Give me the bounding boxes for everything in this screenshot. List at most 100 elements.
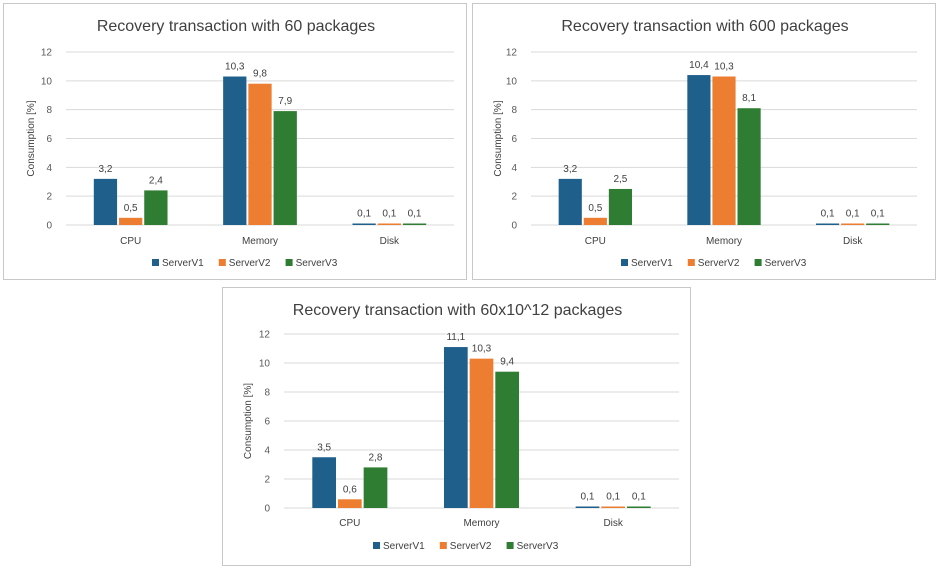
chart-title: Recovery transaction with 600 packages (561, 18, 848, 35)
data-label: 2,5 (613, 174, 627, 185)
x-category-label: Memory (706, 236, 742, 247)
chart-title: Recovery transaction with 60 packages (97, 18, 375, 35)
data-label: 10,3 (714, 62, 734, 73)
chart-panel-60: Recovery transaction with 60 packages 0 2 4… (3, 3, 467, 280)
data-label: 11,1 (446, 332, 465, 343)
bar-serverv3-cpu (608, 188, 633, 225)
data-label: 0,1 (382, 209, 396, 220)
x-category-label: Memory (463, 518, 499, 529)
legend-label: ServerV1 (162, 258, 204, 269)
bar-serverv1-memory (443, 347, 468, 508)
x-category-label: Disk (603, 518, 623, 529)
bar-serverv1-memory (687, 75, 711, 225)
y-tick-label: 10 (259, 359, 271, 370)
legend-swatch (754, 259, 762, 266)
legend-swatch (506, 542, 514, 549)
bar-serverv3-disk (626, 506, 651, 508)
data-label: 2,4 (149, 175, 163, 186)
bar-serverv3-memory (737, 108, 761, 225)
x-category-label: Disk (843, 236, 863, 247)
legend-label: ServerV3 (296, 258, 338, 269)
data-label: 0,1 (408, 209, 422, 220)
x-category-label: Disk (380, 236, 400, 247)
y-tick-label: 4 (46, 163, 52, 174)
legend-label: ServerV2 (698, 258, 740, 269)
y-tick-label: 12 (506, 48, 518, 59)
bar-serverv2-cpu (337, 499, 362, 508)
x-category-label: CPU (339, 518, 360, 529)
y-tick-label: 8 (264, 388, 270, 399)
y-axis-label: Consumption [%] (26, 100, 37, 176)
y-tick-label: 6 (511, 134, 517, 145)
data-label: 2,8 (369, 452, 383, 463)
chart-panel-60x10-12: Recovery transaction with 60x10^12 packa… (222, 287, 691, 566)
data-label: 0,1 (581, 492, 595, 503)
bar-serverv1-disk (815, 223, 840, 225)
y-tick-label: 10 (41, 76, 53, 87)
legend-swatch (218, 259, 226, 266)
data-label: 3,5 (317, 442, 331, 453)
legend-label: ServerV3 (765, 258, 807, 269)
x-category-label: CPU (585, 236, 606, 247)
data-label: 0,1 (821, 209, 835, 220)
y-axis-label: Consumption [%] (493, 100, 504, 176)
y-tick-label: 4 (264, 446, 270, 457)
y-axis-label: Consumption [%] (243, 383, 254, 459)
y-tick-label: 6 (46, 134, 52, 145)
legend-swatch (285, 259, 293, 266)
y-tick-label: 0 (511, 221, 517, 232)
x-category-label: CPU (120, 236, 141, 247)
y-tick-label: 0 (46, 221, 52, 232)
legend-swatch (439, 542, 447, 549)
bar-serverv2-disk (841, 223, 865, 225)
y-tick-label: 10 (506, 76, 518, 87)
bar-serverv3-cpu (363, 467, 388, 508)
data-label: 9,4 (500, 357, 514, 368)
legend-swatch (152, 259, 159, 266)
bar-serverv1-memory (223, 76, 247, 225)
bar-serverv3-cpu (144, 190, 168, 225)
data-label: 10,4 (689, 60, 709, 71)
y-tick-label: 0 (264, 504, 270, 515)
bar-serverv2-memory (248, 83, 272, 225)
y-tick-label: 12 (259, 330, 271, 341)
y-tick-label: 2 (264, 475, 270, 486)
data-label: 0,5 (124, 203, 138, 214)
y-tick-label: 12 (41, 48, 53, 59)
y-tick-label: 8 (511, 105, 517, 116)
bar-serverv1-cpu (312, 457, 337, 508)
bar-serverv2-cpu (119, 217, 143, 225)
legend-swatch (687, 259, 695, 266)
data-label: 0,1 (871, 209, 885, 220)
data-label: 0,1 (606, 492, 620, 503)
bar-serverv1-cpu (558, 178, 582, 225)
data-label: 0,5 (588, 203, 602, 214)
data-label: 3,2 (563, 164, 577, 175)
data-label: 0,1 (357, 209, 371, 220)
y-tick-label: 4 (511, 163, 517, 174)
legend-label: ServerV1 (383, 541, 425, 552)
bar-serverv2-memory (469, 358, 494, 508)
y-tick-label: 8 (46, 105, 52, 116)
bar-serverv3-disk (402, 223, 427, 225)
data-label: 3,2 (98, 164, 112, 175)
x-category-label: Memory (242, 236, 278, 247)
data-label: 7,9 (278, 96, 292, 107)
bar-serverv3-disk (866, 223, 890, 225)
y-tick-label: 6 (264, 417, 270, 428)
chart-svg-60x10-12: Recovery transaction with 60x10^12 packa… (243, 302, 679, 552)
legend-label: ServerV1 (631, 258, 673, 269)
data-label: 10,3 (472, 344, 492, 355)
chart-panel-600: Recovery transaction with 600 packages 0 2… (472, 3, 936, 280)
bar-serverv1-disk (575, 506, 600, 508)
legend-label: ServerV3 (517, 541, 559, 552)
bar-serverv2-disk (377, 223, 401, 225)
bar-serverv2-disk (601, 506, 626, 508)
bar-serverv2-cpu (583, 217, 607, 225)
data-label: 0,1 (632, 492, 646, 503)
chart-title: Recovery transaction with 60x10^12 packa… (293, 302, 622, 319)
chart-svg-60: Recovery transaction with 60 packages 0 2 4… (26, 18, 454, 269)
legend-label: ServerV2 (229, 258, 271, 269)
y-tick-label: 2 (46, 192, 52, 203)
legend-swatch (621, 259, 628, 266)
